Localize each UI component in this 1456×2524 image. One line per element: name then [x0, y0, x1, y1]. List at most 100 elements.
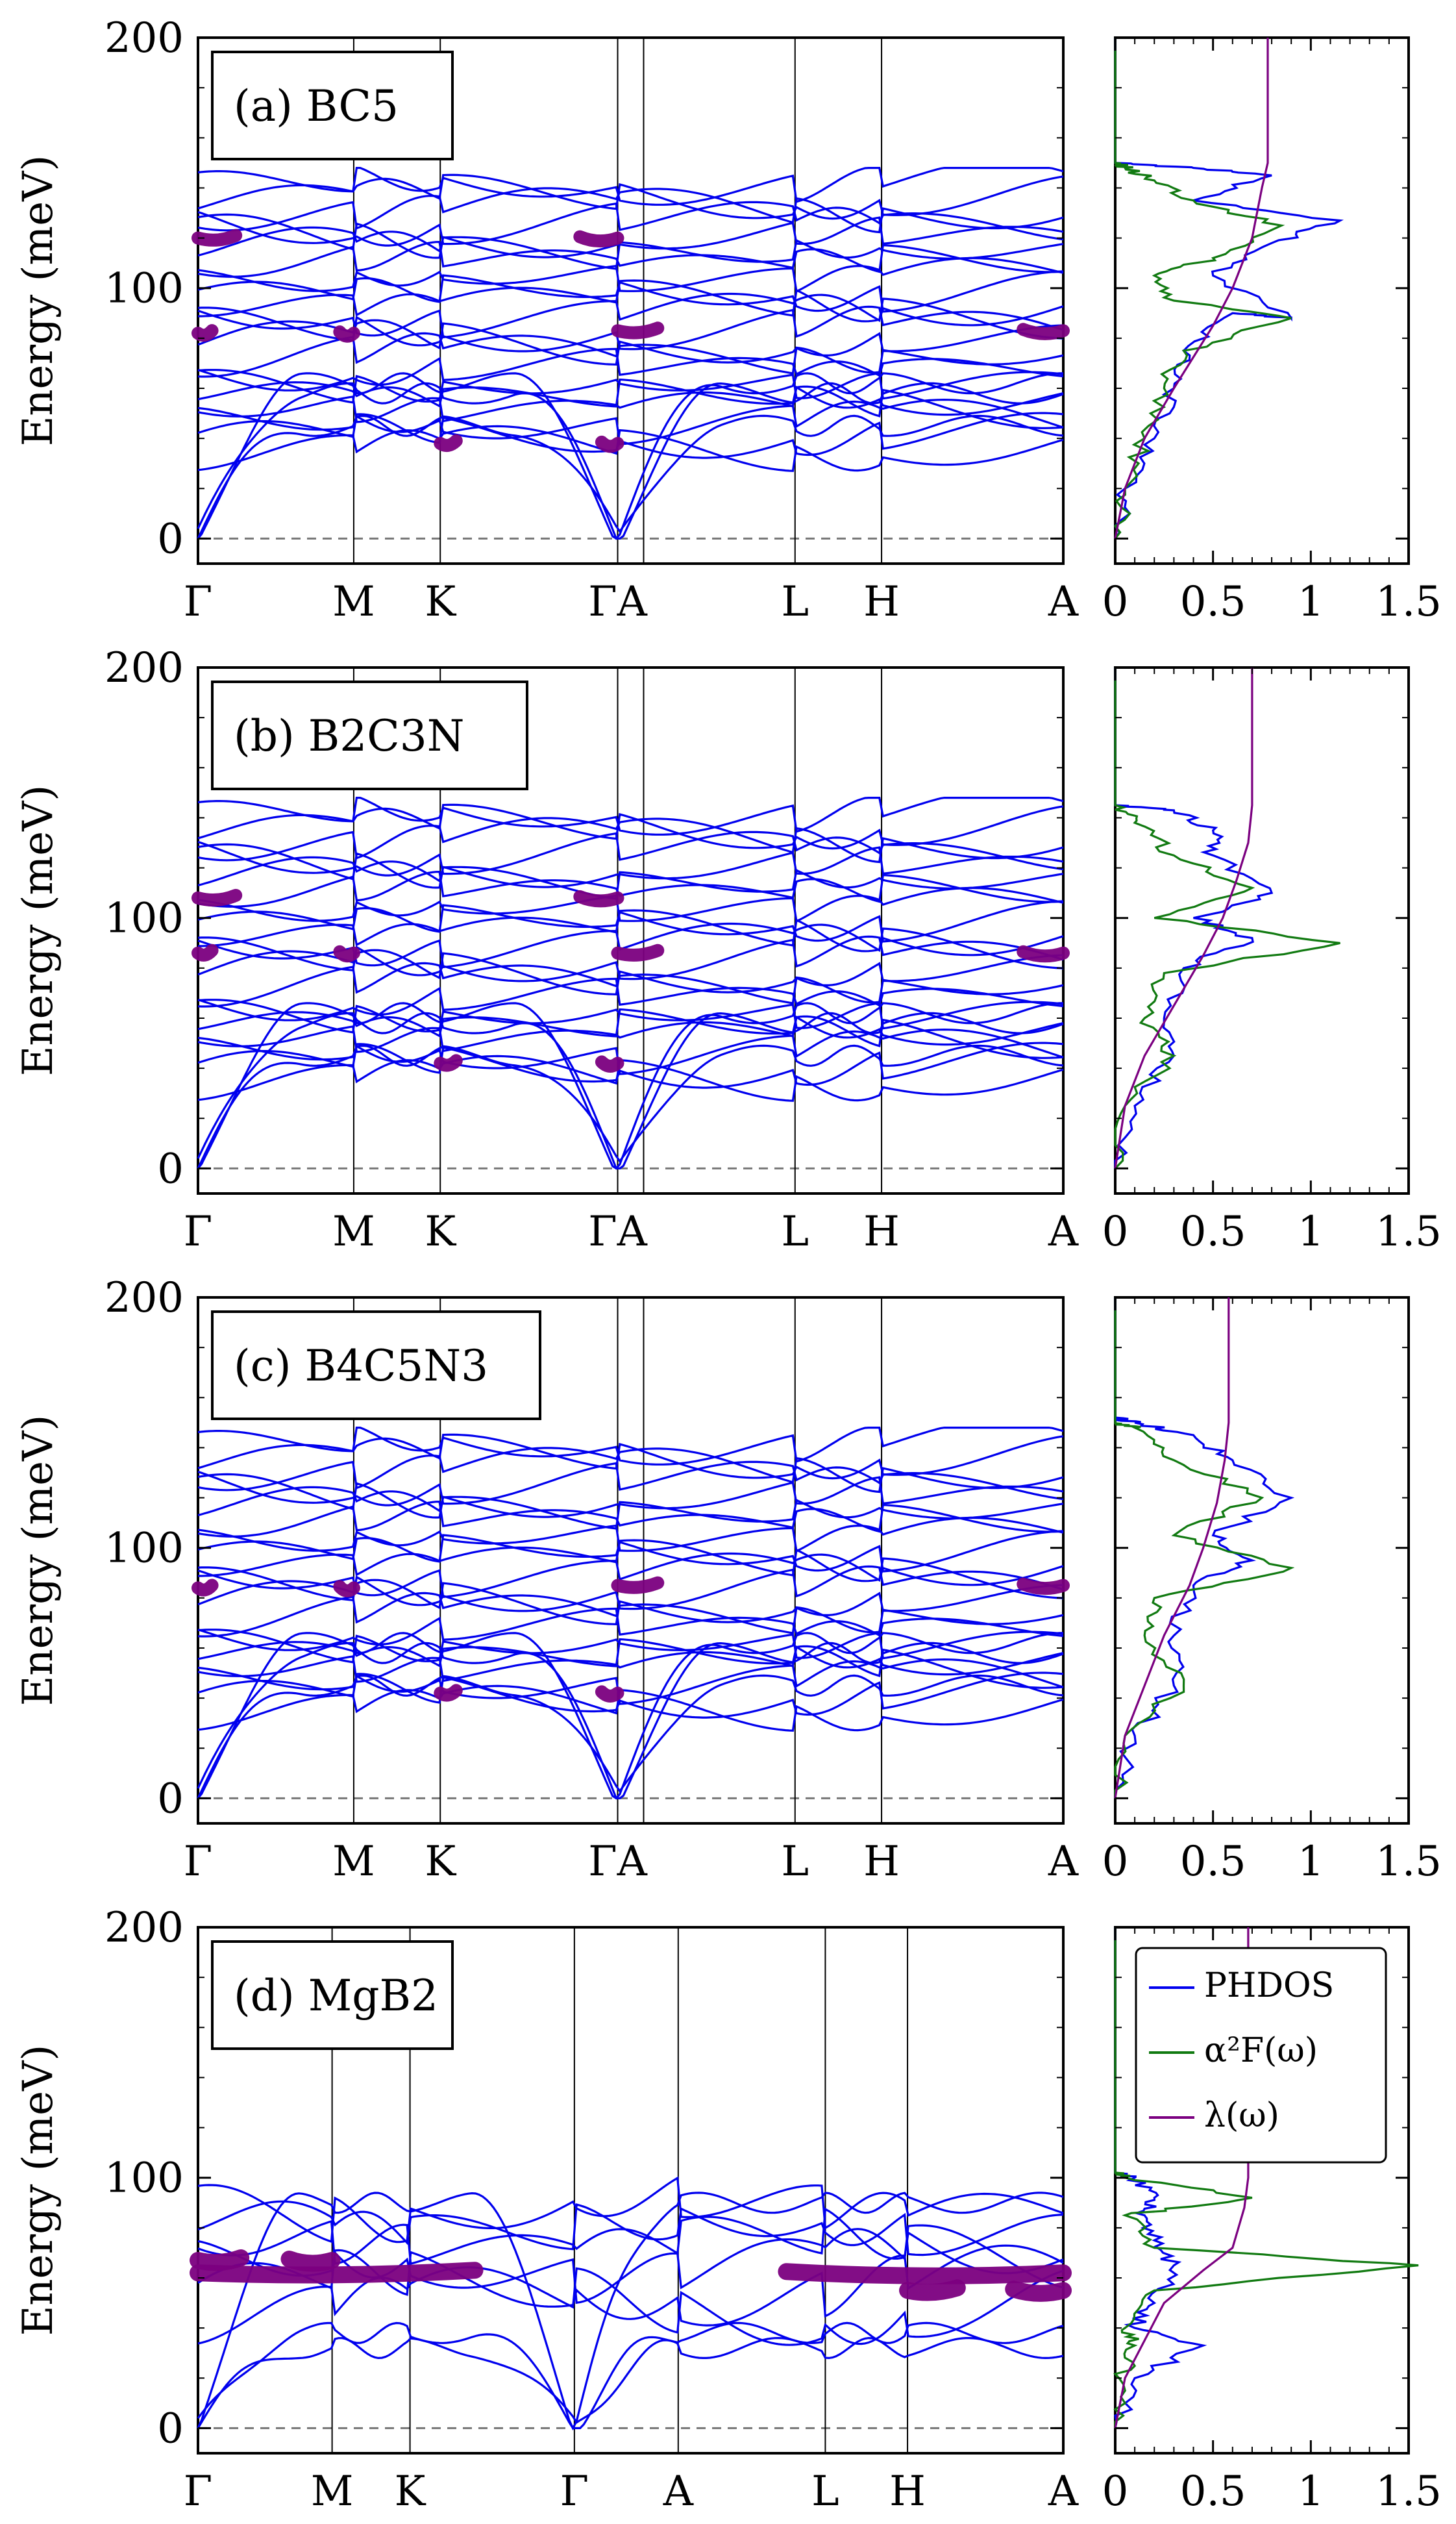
- dos-x-tick-label: 1.5: [1376, 1838, 1442, 1886]
- phonon-branch: [197, 412, 1064, 459]
- k-point-label: A: [1048, 1838, 1079, 1886]
- phonon-branch: [197, 1671, 1064, 1719]
- dos-panel-d: 0 0.5 1 1.5 PHDOS α²F(ω) λ(ω): [1102, 1926, 1442, 2516]
- y-tick-label: 100: [105, 2155, 184, 2203]
- k-point-label: K: [425, 578, 456, 626]
- phonon-branch: [197, 977, 1064, 1021]
- dos-series-a2f: [1114, 668, 1340, 1169]
- legend: PHDOS α²F(ω) λ(ω): [1135, 1947, 1387, 2164]
- k-point-label: M: [332, 1208, 375, 1256]
- phonon-branch: [197, 856, 1064, 900]
- k-point-label: K: [425, 1208, 456, 1256]
- phonon-branch: [197, 886, 1064, 923]
- coupling-highlight: [434, 434, 463, 453]
- k-point-label: L: [782, 578, 809, 626]
- y-tick-label: 200: [105, 1274, 184, 1322]
- phonon-branch: [197, 1645, 1064, 1689]
- coupling-highlight: [280, 2251, 341, 2272]
- dos-panel-a: 0 0.5 1 1.5: [1102, 36, 1442, 626]
- phonon-branch: [197, 332, 1064, 378]
- coupling-highlight: [595, 435, 624, 453]
- panel-label-box: [211, 1940, 454, 2050]
- legend-a2f-label: α²F(ω): [1204, 2031, 1318, 2070]
- phonon-branch: [197, 385, 1064, 429]
- coupling-highlight: [434, 1684, 463, 1702]
- phonon-branch: [197, 1433, 1064, 1480]
- phonon-branch: [197, 398, 1064, 445]
- phonon-branch: [197, 1012, 1064, 1170]
- panel-label-box: [211, 681, 528, 790]
- y-tick-label: 200: [105, 644, 184, 692]
- phonon-branch: [197, 256, 1064, 294]
- phonon-branch: [197, 173, 1064, 220]
- phonon-branch: [197, 369, 1064, 404]
- k-point-label: L: [782, 1838, 809, 1886]
- y-axis-title: Energy (meV): [14, 2045, 62, 2336]
- phonon-branch: [197, 226, 1064, 270]
- k-point-label: L: [782, 1208, 809, 1256]
- phonon-branch: [197, 1552, 1064, 1599]
- phonon-branch: [197, 213, 1064, 259]
- coupling-highlight: [1017, 323, 1070, 340]
- coupling-highlight: [333, 1580, 360, 1597]
- coupling-highlight: [573, 890, 624, 908]
- y-tick-label: 0: [157, 515, 184, 563]
- phonon-branch: [197, 1042, 1064, 1089]
- phonon-branch: [197, 1473, 1064, 1519]
- phonon-branch: [197, 292, 1064, 340]
- panel-label: (a) BC5: [211, 51, 454, 160]
- k-point-label: ΓA: [588, 1838, 647, 1886]
- phonon-branch: [197, 999, 1064, 1034]
- dos-series-lambda: [1114, 1297, 1230, 1799]
- phonon-branch: [198, 1539, 1064, 1586]
- coupling-highlights: [191, 888, 1070, 1073]
- phonon-branch: [197, 817, 1064, 864]
- k-point-label: K: [425, 1838, 456, 1886]
- dos-x-tick-label: 1: [1298, 578, 1324, 626]
- coupling-highlight: [191, 229, 243, 247]
- panel-label: (c) B4C5N3: [211, 1310, 541, 1420]
- dos-series-lambda: [1114, 38, 1269, 539]
- coupling-highlight: [595, 1685, 624, 1703]
- phonon-branch: [197, 1055, 1064, 1102]
- y-tick-label: 200: [105, 14, 184, 62]
- dos-series-lambda: [1114, 668, 1253, 1169]
- phonon-branch: [197, 240, 1064, 278]
- dos-x-tick-label: 0: [1102, 2468, 1129, 2516]
- y-tick-label: 0: [157, 2405, 184, 2453]
- k-point-label: H: [863, 1208, 900, 1256]
- dos-plot-frame: [1114, 1926, 1410, 2455]
- panel-label-text: (d) MgB2: [234, 1971, 438, 2021]
- phonon-bands: [197, 2176, 1064, 2430]
- coupling-highlights: [191, 1576, 1070, 1703]
- panel-c: 0 100 200 Energy (meV) Γ M K ΓA L H A (c) B4C5N3 0 0.…: [14, 1274, 1442, 1886]
- y-tick-label: 0: [157, 1775, 184, 1823]
- coupling-highlight: [1017, 1577, 1070, 1595]
- phonon-branch: [197, 1638, 1064, 1676]
- phonon-branch: [197, 187, 1064, 234]
- y-tick-label: 100: [105, 1525, 184, 1573]
- phonon-bands: [197, 797, 1064, 1170]
- phonon-branch: [197, 2224, 1064, 2305]
- phonon-branch: [197, 425, 1064, 472]
- phonon-branch: [197, 1674, 1064, 1799]
- k-point-label: A: [1048, 2468, 1079, 2516]
- dos-series-lambda: [1114, 1927, 1250, 2429]
- dos-x-tick-label: 1: [1298, 1838, 1324, 1886]
- coupling-highlight: [191, 324, 219, 342]
- dos-series-phdos: [1113, 38, 1344, 540]
- y-axis-title: Energy (meV): [14, 1415, 62, 1706]
- phonon-branch: [197, 1516, 1064, 1553]
- dos-x-tick-label: 0: [1102, 1208, 1129, 1256]
- coupling-highlight: [595, 1055, 624, 1073]
- coupling-highlight: [190, 2249, 250, 2271]
- dos-x-tick-label: 0.5: [1180, 1838, 1246, 1886]
- phonon-branch: [197, 1044, 1064, 1169]
- coupling-highlight: [191, 1579, 219, 1597]
- k-point-label: L: [811, 2468, 839, 2516]
- phonon-branch: [197, 2336, 1064, 2429]
- phonon-branch: [197, 2266, 1064, 2346]
- dos-x-tick-label: 0: [1102, 1838, 1129, 1886]
